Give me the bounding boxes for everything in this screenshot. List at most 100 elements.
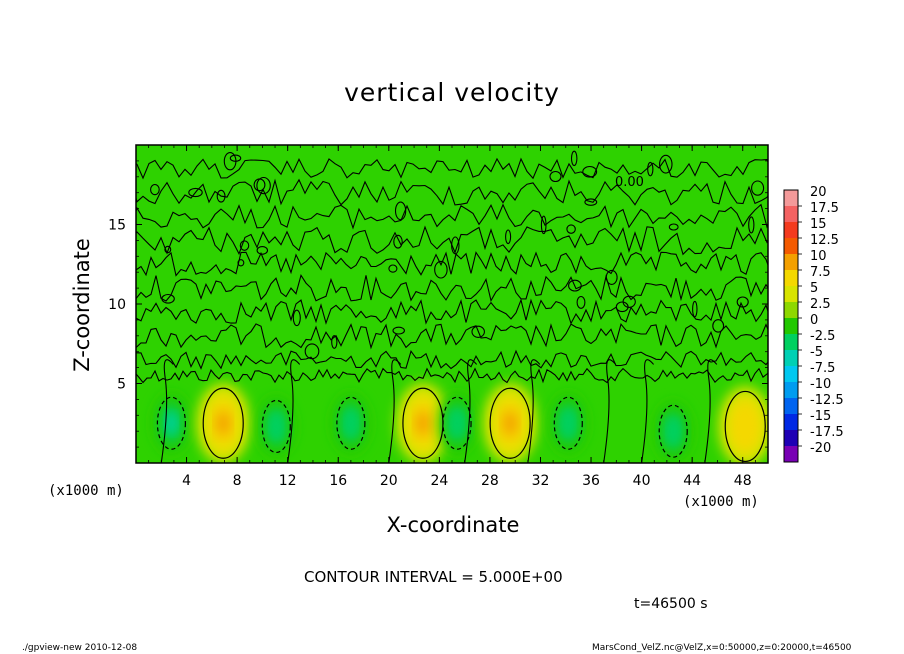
contour-loop bbox=[647, 161, 654, 177]
colorbar-label: -2.5 bbox=[810, 329, 835, 344]
zero-contour bbox=[136, 349, 768, 370]
negative-contour bbox=[442, 396, 472, 450]
colorbar-label: 15 bbox=[810, 217, 827, 232]
velocity-cell-core bbox=[503, 411, 518, 436]
zero-contour bbox=[136, 157, 768, 180]
contour-loop bbox=[566, 224, 576, 234]
colorbar-label: -15 bbox=[810, 409, 831, 424]
y-axis: 5 10 15 bbox=[108, 160, 768, 448]
contour-loop bbox=[582, 165, 598, 178]
zero-contour bbox=[287, 359, 301, 463]
zero-contour bbox=[136, 273, 768, 303]
contour-loop bbox=[239, 240, 250, 251]
negative-contour bbox=[336, 396, 366, 450]
contour-loop bbox=[188, 187, 203, 198]
contour-value-label: 0.00 bbox=[615, 175, 644, 190]
colorbar-frame bbox=[783, 189, 799, 463]
contour-loop bbox=[451, 236, 460, 255]
contour-loop bbox=[237, 259, 245, 267]
velocity-cell-core bbox=[166, 414, 177, 433]
contour-loop bbox=[659, 154, 673, 174]
velocity-cell-core bbox=[216, 411, 231, 436]
colorbar-swatch bbox=[784, 446, 798, 463]
contour-loop bbox=[505, 229, 512, 245]
colorbar-label: -10 bbox=[810, 377, 831, 392]
velocity-cell-core bbox=[738, 414, 753, 439]
contour-loop bbox=[471, 325, 485, 338]
footer-right: MarsCond_VelZ.nc@VelZ,x=0:50000,z=0:2000… bbox=[592, 643, 852, 653]
colorbar-swatch bbox=[784, 382, 798, 399]
colorbar-swatch bbox=[784, 318, 798, 335]
colorbar-swatch bbox=[784, 270, 798, 287]
colorbar-label: 5 bbox=[810, 281, 818, 296]
contour-loop bbox=[253, 178, 266, 192]
zero-contour bbox=[160, 359, 174, 463]
colorbar-label: -17.5 bbox=[810, 425, 844, 440]
positive-contour bbox=[489, 387, 531, 459]
x-tick-label: 32 bbox=[532, 473, 550, 489]
colorbar-label: 2.5 bbox=[810, 297, 831, 312]
negative-contour bbox=[261, 399, 291, 454]
negative-contour bbox=[658, 404, 688, 458]
colorbar-swatch bbox=[784, 206, 798, 223]
colorbar-label: 20 bbox=[810, 185, 827, 200]
contour-loop bbox=[540, 215, 547, 235]
colorbar-swatch bbox=[784, 350, 798, 367]
contour-loop bbox=[568, 279, 582, 292]
contour-loop bbox=[570, 150, 578, 167]
colorbar-swatch bbox=[784, 190, 798, 207]
zero-contour bbox=[464, 359, 478, 463]
y-tick-label: 15 bbox=[108, 218, 126, 234]
colorbar-swatch bbox=[784, 222, 798, 239]
contour-loop bbox=[223, 152, 237, 171]
colorbar-swatch bbox=[784, 254, 798, 271]
y-tick-label: 10 bbox=[108, 297, 126, 313]
x-axis: 4 8 12 16 20 24 28 32 36 40 44 48 bbox=[148, 145, 756, 489]
contour-loop bbox=[605, 269, 618, 285]
contour-loop bbox=[584, 198, 598, 206]
zero-contour bbox=[136, 178, 768, 206]
contour-loop bbox=[736, 296, 749, 308]
colorbar-swatch bbox=[784, 286, 798, 303]
contour-loop bbox=[216, 189, 226, 203]
colorbar-label: 17.5 bbox=[810, 201, 839, 216]
contour-interval-note: CONTOUR INTERVAL = 5.000E+00 bbox=[304, 568, 563, 586]
velocity-cell-core bbox=[563, 414, 574, 433]
time-note: t=46500 s bbox=[634, 596, 708, 612]
colorbar-label: 7.5 bbox=[810, 265, 831, 280]
contour-loop bbox=[164, 245, 172, 254]
contour-loop bbox=[292, 309, 301, 327]
colorbar-swatch bbox=[784, 366, 798, 383]
velocity-cells bbox=[152, 383, 768, 463]
contour-loop bbox=[576, 295, 586, 309]
contour-loop bbox=[393, 234, 403, 249]
zero-contour bbox=[136, 251, 768, 277]
zero-contour bbox=[136, 298, 768, 325]
x-tick-label: 20 bbox=[380, 473, 398, 489]
x-tick-label: 28 bbox=[481, 473, 499, 489]
x-tick-label: 36 bbox=[582, 473, 600, 489]
x-tick-label: 12 bbox=[279, 473, 297, 489]
y-axis-label: Z-coordinate bbox=[70, 238, 94, 372]
colorbar-label: 0 bbox=[810, 313, 818, 328]
zero-contour bbox=[603, 359, 617, 463]
zero-contour bbox=[527, 359, 541, 463]
zero-contour bbox=[136, 203, 768, 230]
velocity-cell-core bbox=[668, 422, 679, 441]
colorbar-swatch bbox=[784, 430, 798, 447]
contour-loop bbox=[394, 201, 407, 221]
contour-loop bbox=[392, 326, 405, 335]
y-tick-label: 5 bbox=[117, 377, 126, 393]
contour-loop bbox=[434, 260, 448, 279]
colorbar-swatch bbox=[784, 302, 798, 319]
colorbar-label: -5 bbox=[810, 345, 823, 360]
contour-loop bbox=[549, 170, 562, 183]
colorbar-swatch bbox=[784, 238, 798, 255]
contour-loop bbox=[622, 295, 636, 308]
contour-loop bbox=[304, 343, 320, 360]
colorbar-label: -20 bbox=[810, 441, 831, 456]
zero-contour bbox=[704, 359, 718, 463]
x-tick-label: 8 bbox=[233, 473, 242, 489]
